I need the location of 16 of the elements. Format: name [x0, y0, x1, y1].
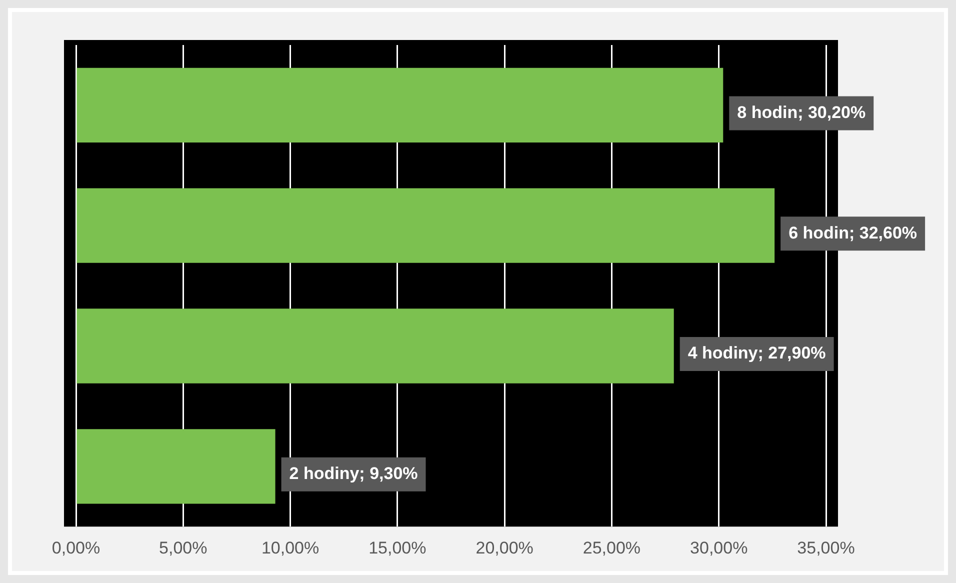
- data-label: 6 hodin; 32,60%: [788, 223, 918, 242]
- x-tick-label: 20,00%: [476, 538, 534, 558]
- x-tick-label: 15,00%: [368, 538, 426, 558]
- bar: [76, 308, 674, 384]
- bar: [76, 188, 775, 263]
- x-tick-label: 5,00%: [159, 538, 208, 558]
- data-label: 4 hodiny; 27,90%: [688, 344, 826, 363]
- bar: [76, 68, 724, 143]
- x-tick-label: 30,00%: [690, 538, 748, 558]
- x-tick-label: 35,00%: [797, 538, 855, 558]
- data-label: 8 hodin; 30,20%: [737, 102, 866, 122]
- x-tick-label: 0,00%: [52, 538, 100, 558]
- x-tick-label: 25,00%: [582, 538, 641, 558]
- data-label: 2 hodiny; 9,30%: [289, 464, 418, 484]
- x-tick-label: 10,00%: [261, 538, 320, 558]
- bar: [76, 429, 276, 504]
